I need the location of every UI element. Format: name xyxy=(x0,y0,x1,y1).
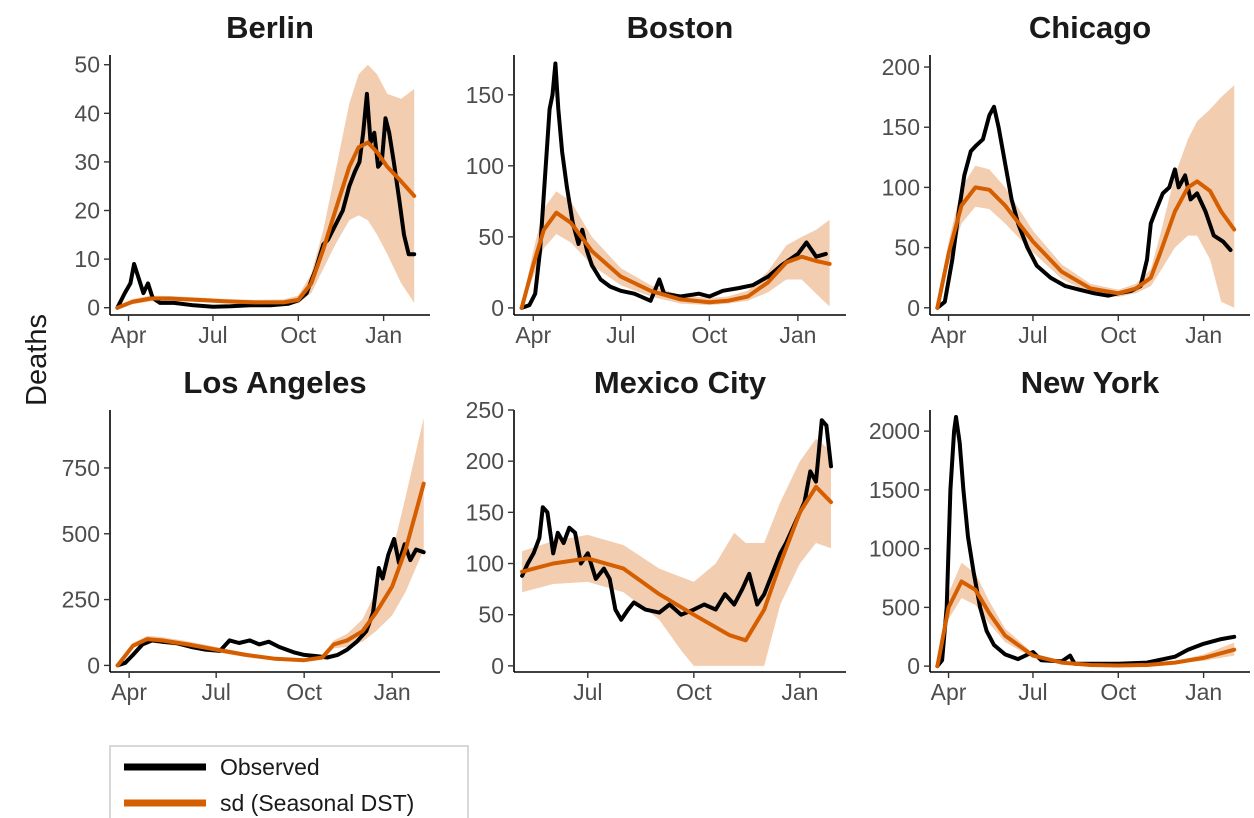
y-tick-label-mexico-city: 100 xyxy=(466,551,504,577)
y-tick-label-new-york: 500 xyxy=(882,594,920,620)
panel-title-chicago: Chicago xyxy=(1029,10,1151,45)
x-tick-label-new-york: Jul xyxy=(1018,679,1047,705)
y-tick-label-boston: 150 xyxy=(466,82,504,108)
x-tick-label-los-angeles: Apr xyxy=(111,679,147,705)
y-tick-label-chicago: 200 xyxy=(882,54,920,80)
observed-line-new-york xyxy=(935,415,1237,669)
y-tick-label-berlin: 20 xyxy=(74,198,100,224)
x-tick-label-new-york: Jan xyxy=(1185,679,1222,705)
y-tick-label-boston: 50 xyxy=(478,224,504,250)
x-tick-label-chicago: Oct xyxy=(1100,322,1136,348)
panel-title-los-angeles: Los Angeles xyxy=(183,365,366,400)
x-tick-label-mexico-city: Jul xyxy=(573,679,602,705)
x-tick-label-chicago: Jan xyxy=(1185,322,1222,348)
y-tick-label-berlin: 30 xyxy=(74,149,100,175)
x-tick-label-berlin: Oct xyxy=(280,322,316,348)
y-tick-label-mexico-city: 50 xyxy=(478,602,504,628)
y-tick-label-los-angeles: 500 xyxy=(62,521,100,547)
x-tick-label-los-angeles: Oct xyxy=(286,679,322,705)
y-axis-label: Deaths xyxy=(21,314,53,406)
observed-line-chicago xyxy=(935,104,1233,310)
fitted-line-berlin xyxy=(115,140,417,310)
panel-los-angeles: 0 250 500 750 Apr Jul Oct Jan Los Angeles xyxy=(62,365,440,705)
band-los-angeles xyxy=(117,417,424,666)
y-tick-label-mexico-city: 250 xyxy=(466,397,504,423)
y-tick-label-boston: 0 xyxy=(491,295,504,321)
x-tick-label-los-angeles: Jul xyxy=(201,679,230,705)
x-tick-label-berlin: Apr xyxy=(111,322,147,348)
y-tick-label-berlin: 10 xyxy=(74,246,100,272)
x-tick-label-berlin: Jul xyxy=(198,322,227,348)
y-tick-label-mexico-city: 150 xyxy=(466,499,504,525)
panel-mexico-city: 0 50 100 150 200 250 Jul Oct Jan Mexico City xyxy=(466,365,846,705)
panels: 0 10 20 30 40 50 Apr Jul Oct Jan Berlin 0 50 100 150 Ap… xyxy=(62,10,1250,705)
band-boston xyxy=(521,191,830,308)
y-tick-label-berlin: 50 xyxy=(74,52,100,78)
fitted-line-mexico-city xyxy=(520,484,833,643)
y-tick-label-los-angeles: 250 xyxy=(62,587,100,613)
panel-boston: 0 50 100 150 Apr Jul Oct Jan Boston xyxy=(466,10,846,348)
y-tick-label-berlin: 0 xyxy=(87,295,100,321)
y-tick-label-mexico-city: 200 xyxy=(466,448,504,474)
x-tick-label-new-york: Apr xyxy=(931,679,967,705)
y-tick-label-new-york: 1000 xyxy=(869,536,920,562)
x-tick-label-mexico-city: Oct xyxy=(676,679,712,705)
y-tick-label-chicago: 0 xyxy=(907,295,920,321)
panel-new-york: 0 500 1000 1500 2000 Apr Jul Oct Jan New York xyxy=(869,365,1250,705)
fitted-line-los-angeles xyxy=(115,481,426,668)
band-berlin xyxy=(117,64,415,308)
panel-berlin: 0 10 20 30 40 50 Apr Jul Oct Jan Berlin xyxy=(74,10,430,348)
x-tick-label-boston: Apr xyxy=(515,322,551,348)
y-tick-label-new-york: 1500 xyxy=(869,477,920,503)
x-tick-label-chicago: Apr xyxy=(931,322,967,348)
y-tick-label-mexico-city: 0 xyxy=(491,653,504,679)
x-tick-label-boston: Jul xyxy=(606,322,635,348)
observed-line-boston xyxy=(519,61,828,310)
panel-title-new-york: New York xyxy=(1021,365,1160,400)
y-tick-label-chicago: 50 xyxy=(894,235,920,261)
fitted-line-chicago xyxy=(935,179,1237,310)
legend: Observed sd (Seasonal DST) xyxy=(109,745,469,818)
fitted-line-new-york xyxy=(935,579,1237,669)
y-tick-label-new-york: 2000 xyxy=(869,418,920,444)
x-tick-label-berlin: Jan xyxy=(365,322,402,348)
x-tick-label-boston: Oct xyxy=(691,322,727,348)
y-tick-label-chicago: 100 xyxy=(882,174,920,200)
y-tick-label-new-york: 0 xyxy=(907,653,920,679)
y-tick-label-chicago: 150 xyxy=(882,114,920,140)
fitted-line-boston xyxy=(519,210,832,310)
panel-title-boston: Boston xyxy=(627,10,734,45)
band-mexico-city xyxy=(522,438,831,666)
legend-label-observed: Observed xyxy=(220,754,320,780)
panel-title-berlin: Berlin xyxy=(226,10,314,45)
x-tick-label-chicago: Jul xyxy=(1018,322,1047,348)
legend-label-fitted: sd (Seasonal DST) xyxy=(220,790,414,816)
panel-title-mexico-city: Mexico City xyxy=(594,365,767,400)
y-tick-label-berlin: 40 xyxy=(74,100,100,126)
panel-chicago: 0 50 100 150 200 Apr Jul Oct Jan Chicago xyxy=(882,10,1250,348)
x-tick-label-mexico-city: Jan xyxy=(781,679,818,705)
x-tick-label-new-york: Oct xyxy=(1100,679,1136,705)
y-tick-label-los-angeles: 750 xyxy=(62,455,100,481)
x-tick-label-boston: Jan xyxy=(779,322,816,348)
y-tick-label-boston: 100 xyxy=(466,153,504,179)
x-tick-label-los-angeles: Jan xyxy=(374,679,411,705)
y-tick-label-los-angeles: 0 xyxy=(87,652,100,678)
